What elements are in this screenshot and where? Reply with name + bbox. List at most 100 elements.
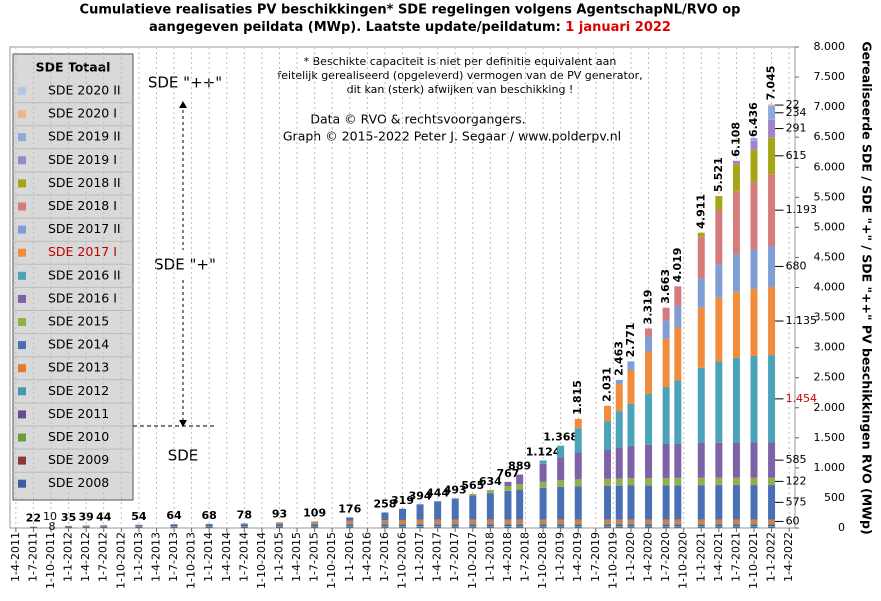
bar-segment	[574, 452, 582, 480]
bar-segment	[674, 286, 682, 306]
x-tick-label: 1-4-2022	[782, 532, 795, 582]
bar-segment	[469, 519, 477, 524]
bar-segment	[732, 164, 740, 192]
credit: Graph © 2015-2022 Peter J. Segaar / www.…	[283, 129, 621, 144]
bar-segment	[662, 526, 670, 527]
legend-label: SDE 2013	[48, 360, 109, 375]
bar-segment	[504, 523, 512, 525]
bar-segment	[29, 527, 37, 528]
regime-label: SDE "+"	[154, 256, 216, 274]
bar-segment	[516, 474, 524, 485]
note: dit kan (sterk) afwijken van beschikking…	[347, 83, 574, 96]
legend-label: SDE 2018 II	[48, 175, 121, 190]
bar-segment	[486, 519, 494, 524]
bar-segment	[516, 489, 524, 520]
x-tick-label: 1-10-2017	[466, 532, 479, 589]
x-tick-label: 1-1-2016	[343, 532, 356, 582]
bar-segment	[768, 286, 776, 356]
bar-segment	[697, 278, 705, 308]
x-tick-label: 1-4-2020	[642, 532, 655, 582]
x-tick-label: 1-10-2015	[325, 532, 338, 589]
bar-segment	[768, 137, 776, 175]
bar-segment	[750, 355, 758, 443]
bar-segment	[451, 498, 459, 520]
bar-segment	[504, 524, 512, 527]
x-tick-label: 1-7-2014	[237, 532, 250, 582]
bar-segment	[516, 526, 524, 527]
bar-segment	[768, 526, 776, 527]
bar-segment	[662, 524, 670, 527]
bar-segment	[645, 393, 653, 445]
total-label: 394	[409, 489, 432, 502]
bar-segment	[615, 447, 623, 479]
legend-label: SDE 2020 II	[48, 83, 121, 98]
bar-segment	[674, 524, 682, 527]
bar-segment	[768, 355, 776, 443]
bar-segment	[469, 524, 477, 527]
bar-segment	[504, 485, 512, 491]
bar-segment	[627, 403, 635, 446]
x-tick-label: 1-10-2019	[606, 532, 619, 589]
x-tick-label: 1-1-2019	[554, 532, 567, 582]
total-label: 78	[237, 508, 252, 521]
bar-segment	[615, 384, 623, 412]
bar-segment	[750, 442, 758, 478]
x-tick-label: 1-1-2021	[694, 532, 707, 582]
total-label: 1.815	[571, 380, 584, 415]
legend-label: SDE 2014	[48, 337, 109, 352]
bar-segment	[750, 477, 758, 486]
bar-segment	[674, 527, 682, 528]
bar-segment	[732, 291, 740, 358]
bar-segment	[381, 523, 389, 525]
bar-segment	[768, 246, 776, 287]
y-tick-label: 4.500	[814, 250, 846, 263]
bar-segment	[732, 191, 740, 255]
x-tick-label: 1-1-2022	[765, 532, 778, 582]
bar-segment	[750, 249, 758, 289]
bar-segment	[504, 519, 512, 524]
bar-segment	[205, 527, 213, 528]
bar-segment	[539, 460, 547, 464]
x-tick-label: 1-10-2012	[114, 532, 127, 589]
bar-segment	[627, 370, 635, 404]
bar-segment	[574, 523, 582, 525]
total-label: 176	[338, 502, 361, 515]
y-tick-label: 2.000	[814, 401, 846, 414]
bar-segment	[381, 524, 389, 527]
bar-segment	[574, 524, 582, 527]
bar-segment	[65, 527, 73, 528]
bar-segment	[557, 523, 565, 525]
legend-label: SDE 2020 I	[48, 106, 117, 121]
y-tick-label: 5.000	[814, 220, 846, 233]
bar-segment	[539, 526, 547, 527]
legend-label: SDE 2016 I	[48, 290, 117, 305]
x-tick-label: 1-10-2014	[255, 532, 268, 589]
bar-segment	[645, 351, 653, 394]
bar-segment	[615, 478, 623, 486]
credit: Data © RVO & rechtsvoorgangers.	[310, 112, 525, 127]
bar-segment	[715, 264, 723, 298]
bar-segment	[135, 526, 143, 527]
bar-segment	[516, 527, 524, 528]
bar-segment	[346, 526, 354, 527]
total-label: 1.124	[526, 445, 561, 458]
bar-segment	[416, 527, 424, 528]
bar-segment	[732, 357, 740, 443]
total-label: 258	[373, 497, 396, 510]
x-tick-label: 1-7-2017	[448, 532, 461, 582]
legend-label: SDE 2008	[48, 475, 109, 490]
bar-segment	[604, 524, 612, 527]
bar-segment	[574, 418, 582, 429]
bar-segment	[604, 485, 612, 520]
bar-segment	[750, 138, 758, 141]
bar-segment	[768, 524, 776, 527]
bar-segment	[399, 524, 406, 527]
bar-segment	[750, 288, 758, 356]
bar-segment	[346, 517, 354, 521]
x-tick-label: 1-4-2018	[501, 532, 514, 582]
bar-segment	[697, 442, 705, 478]
regime-label: SDE	[168, 447, 199, 465]
total-label: 7.045	[765, 66, 778, 101]
bar-segment	[557, 519, 565, 524]
bar-segment	[627, 361, 635, 371]
